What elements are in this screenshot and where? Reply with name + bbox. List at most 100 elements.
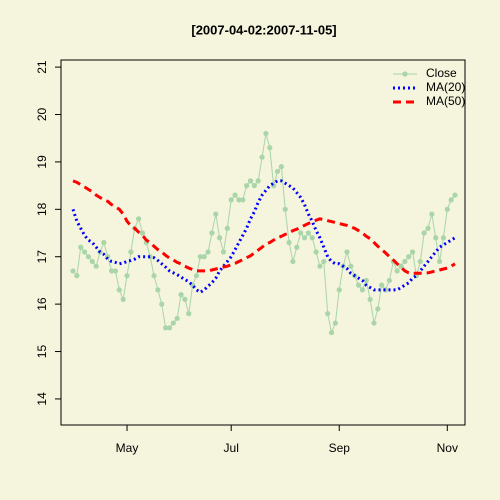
y-tick-label: 18 <box>35 202 49 216</box>
data-point <box>440 235 447 241</box>
data-point <box>328 329 335 336</box>
data-point <box>444 206 450 212</box>
data-point <box>240 197 246 203</box>
data-point <box>325 311 331 317</box>
data-point <box>448 197 454 203</box>
legend-marker <box>402 71 408 77</box>
data-point <box>394 268 400 274</box>
data-point <box>344 249 350 255</box>
data-point <box>201 254 207 260</box>
data-point <box>398 263 404 269</box>
data-point <box>197 254 203 260</box>
data-point <box>182 296 188 302</box>
data-point <box>232 192 238 198</box>
data-point <box>236 197 242 203</box>
data-point <box>224 225 230 231</box>
data-point <box>116 287 122 293</box>
data-point <box>135 216 142 222</box>
data-point <box>217 235 223 241</box>
data-point <box>128 249 134 255</box>
y-tick-label: 16 <box>35 297 49 311</box>
data-point <box>313 249 319 255</box>
data-point <box>205 249 211 255</box>
data-point <box>155 287 161 293</box>
data-point <box>355 282 362 288</box>
data-point <box>70 268 76 274</box>
data-point <box>85 254 92 260</box>
data-point <box>375 306 381 312</box>
data-point <box>174 315 180 321</box>
x-tick-label: Jul <box>224 441 239 455</box>
data-point <box>402 258 408 265</box>
data-point <box>332 320 338 326</box>
data-point <box>286 239 292 246</box>
x-tick-label: May <box>116 441 139 455</box>
data-point <box>406 254 412 260</box>
data-point <box>452 192 458 198</box>
data-point <box>247 178 254 184</box>
data-point <box>367 296 373 302</box>
data-point <box>220 249 227 255</box>
data-point <box>371 320 377 326</box>
data-point <box>301 235 308 241</box>
legend-label: MA(20) <box>426 80 465 94</box>
data-point <box>120 296 126 302</box>
y-tick-label: 21 <box>35 60 49 74</box>
data-point <box>436 258 443 265</box>
series-line <box>72 133 456 335</box>
data-point <box>151 273 157 279</box>
data-point <box>305 230 311 236</box>
data-point <box>290 258 296 265</box>
data-point <box>163 325 169 331</box>
y-tick-label: 20 <box>35 108 49 122</box>
data-point <box>193 273 200 279</box>
data-point <box>255 178 261 184</box>
plot-frame <box>60 59 466 426</box>
data-point <box>321 258 327 265</box>
data-point <box>74 273 80 279</box>
data-point <box>139 230 146 236</box>
x-tick-label: Nov <box>437 441 458 455</box>
data-point <box>417 258 423 265</box>
data-point <box>186 311 192 317</box>
y-tick-label: 14 <box>35 392 49 406</box>
data-point <box>213 211 219 217</box>
data-point <box>263 130 269 137</box>
data-point <box>379 282 385 288</box>
data-point <box>267 145 273 151</box>
x-tick-label: Sep <box>329 441 351 455</box>
data-point <box>433 235 439 241</box>
data-point <box>298 230 304 236</box>
data-point <box>282 206 288 212</box>
data-point <box>178 292 184 298</box>
data-point <box>429 211 435 217</box>
data-point <box>78 244 84 250</box>
data-point <box>317 263 323 269</box>
data-point <box>101 239 107 246</box>
data-point <box>81 249 88 255</box>
series-line <box>72 179 456 275</box>
data-point <box>228 197 234 203</box>
y-tick-label: 19 <box>35 155 49 169</box>
data-point <box>159 301 165 307</box>
data-point <box>359 287 365 293</box>
data-point <box>336 287 342 293</box>
data-point <box>274 168 281 174</box>
data-point <box>244 183 250 189</box>
data-point <box>251 183 257 189</box>
data-point <box>386 277 393 284</box>
data-point <box>166 325 173 331</box>
y-tick-label: 15 <box>35 345 49 359</box>
y-tick-label: 17 <box>35 250 49 264</box>
chart-title: [2007-04-02:2007-11-05] <box>191 22 336 37</box>
data-point <box>209 230 215 236</box>
legend-label: Close <box>426 66 457 80</box>
data-point <box>124 273 130 279</box>
data-point <box>93 263 99 269</box>
data-point <box>89 258 95 265</box>
data-point <box>421 230 427 236</box>
data-point <box>409 249 416 255</box>
data-point <box>363 277 369 284</box>
data-point <box>425 225 431 231</box>
